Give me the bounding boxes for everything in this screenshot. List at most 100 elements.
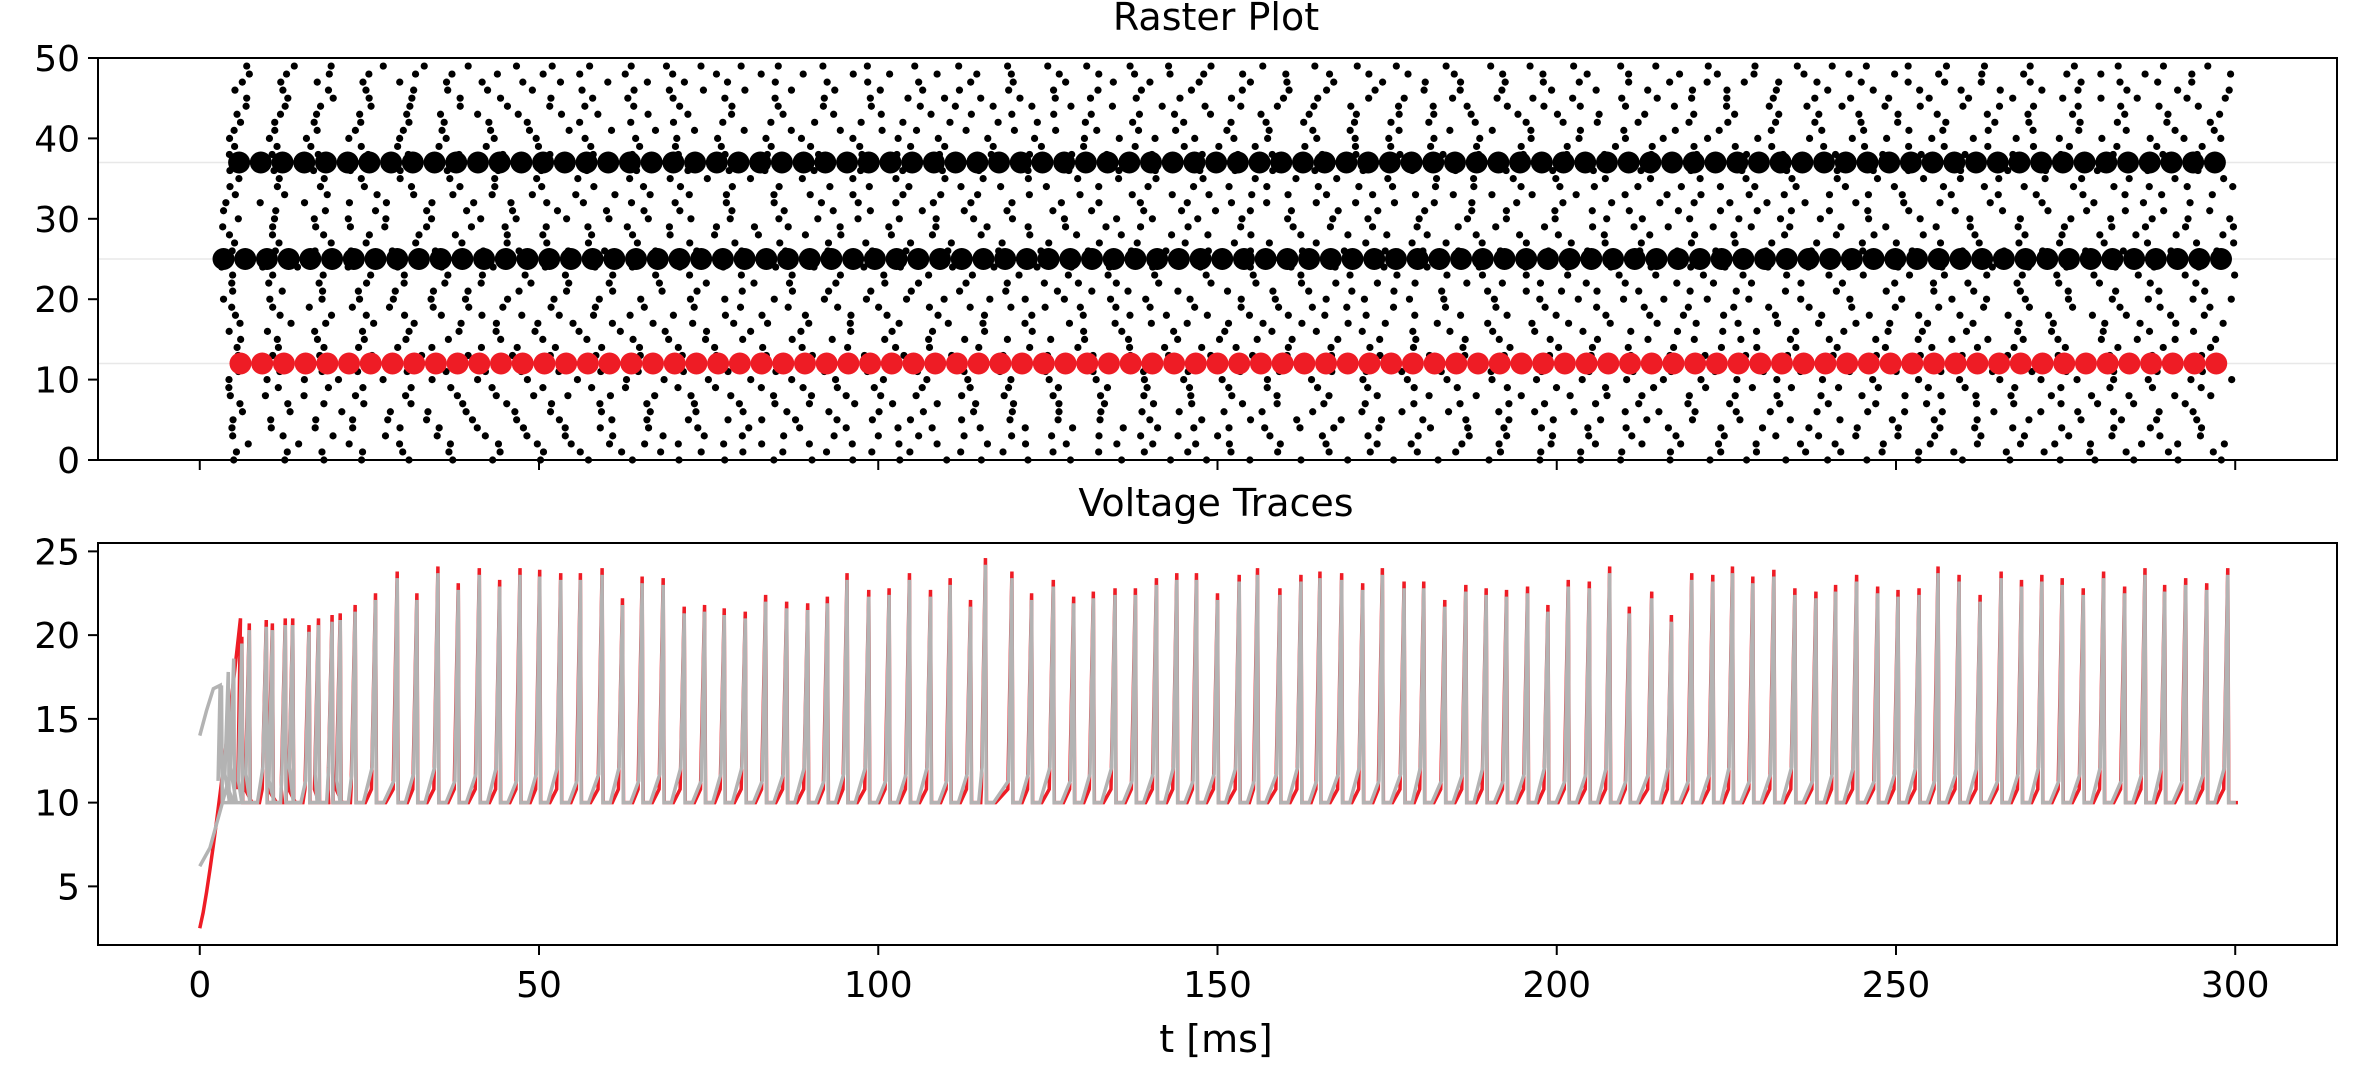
raster-spike-dot: [801, 311, 810, 319]
raster-spike-dot: [1919, 175, 1928, 183]
raster-highlight-spike: [1291, 151, 1314, 174]
raster-spike-dot: [1273, 400, 1281, 408]
raster-spike-dot: [1666, 78, 1674, 86]
raster-spike-dot: [1438, 287, 1446, 295]
raster-spike-dot: [1274, 303, 1283, 311]
raster-spike-dot: [621, 384, 630, 392]
raster-spike-dot: [1772, 86, 1780, 94]
raster-spike-dot: [1007, 376, 1015, 384]
raster-spike-dot: [1095, 448, 1103, 456]
raster-spike-dot: [693, 287, 701, 295]
raster-spike-dot: [723, 78, 732, 86]
raster-spike-dot: [2067, 215, 2075, 223]
raster-spike-dot: [717, 142, 725, 151]
raster-spike-dot: [1825, 207, 1834, 215]
raster-spike-dot: [1813, 408, 1821, 416]
raster-spike-dot: [2029, 102, 2038, 110]
raster-spike-dot: [1346, 126, 1354, 134]
raster-spike-dot: [1643, 416, 1651, 424]
raster-spike-dot: [555, 311, 563, 319]
raster-spike-dot: [1154, 424, 1162, 432]
raster-highlight-spike: [950, 248, 973, 270]
raster-spike-dot: [1055, 400, 1063, 408]
raster-spike-dot: [1309, 408, 1317, 416]
raster-spike-dot: [750, 223, 759, 231]
raster-spike-dot: [830, 432, 838, 440]
raster-spike-dot: [1585, 432, 1593, 440]
raster-highlight-spike: [1298, 248, 1321, 270]
raster-spike-dot: [1930, 287, 1938, 295]
raster-spike-dot: [269, 271, 277, 279]
raster-spike-dot: [1407, 440, 1415, 448]
raster-spike-dot: [1998, 207, 2007, 215]
raster-spike-dot: [1456, 400, 1464, 408]
raster-spike-dot: [1593, 287, 1601, 295]
raster-spike-dot: [1266, 432, 1274, 440]
raster-spike-dot: [1364, 215, 1372, 223]
raster-spike-dot: [1442, 239, 1450, 247]
raster-spike-dot: [1061, 223, 1070, 231]
raster-spike-dot: [1737, 335, 1745, 343]
raster-spike-dot: [553, 207, 562, 215]
raster-spike-dot: [1971, 424, 1979, 432]
raster-spike-dot: [226, 392, 234, 400]
raster-spike-dot: [1802, 448, 1810, 456]
raster-spike-dot: [1713, 70, 1721, 78]
raster-spike-dot: [1387, 142, 1395, 151]
raster-spike-dot: [1714, 440, 1723, 448]
raster-spike-dot: [1731, 142, 1739, 151]
raster-spike-dot: [1333, 175, 1341, 183]
raster-spike-dot: [579, 199, 587, 207]
raster-spike-dot: [1202, 271, 1210, 279]
raster-spike-dot: [274, 343, 283, 352]
raster-spike-dot: [1142, 295, 1150, 303]
raster-spike-dot: [1135, 110, 1144, 118]
raster-spike-dot: [1057, 199, 1065, 207]
raster-spike-dot: [365, 94, 373, 102]
raster-spike-dot: [1593, 303, 1601, 311]
raster-spike-dot: [243, 62, 251, 70]
raster-spike-dot: [427, 215, 436, 223]
raster-highlight-spike: [1532, 352, 1555, 375]
raster-spike-dot: [2194, 102, 2202, 110]
raster-spike-dot: [1095, 432, 1103, 440]
raster-spike-dot: [2090, 199, 2098, 207]
raster-spike-dot: [779, 448, 787, 456]
raster-spike-dot: [1650, 384, 1658, 392]
raster-highlight-spike: [1228, 352, 1251, 375]
raster-spike-dot: [703, 175, 711, 183]
raster-highlight-spike: [2079, 248, 2102, 270]
raster-spike-dot: [618, 448, 626, 456]
voltage-x-tick-label: 250: [1862, 965, 1931, 1006]
raster-spike-dot: [358, 327, 367, 335]
raster-spike-dot: [277, 78, 285, 86]
raster-spike-dot: [359, 384, 367, 392]
raster-spike-dot: [2156, 432, 2164, 440]
raster-spike-dot: [1387, 118, 1395, 126]
raster-spike-dot: [1824, 86, 1832, 94]
raster-spike-dot: [576, 448, 584, 456]
raster-spike-dot: [396, 424, 404, 432]
raster-highlight-spike: [1602, 248, 1625, 270]
raster-highlight-spike: [255, 248, 278, 270]
raster-spike-dot: [1113, 440, 1121, 448]
raster-spike-dot: [2054, 335, 2062, 343]
raster-spike-dot: [1350, 118, 1359, 126]
raster-spike-dot: [1064, 271, 1072, 279]
raster-spike-dot: [1577, 448, 1585, 456]
raster-spike-dot: [2206, 343, 2215, 352]
raster-spike-dot: [640, 303, 648, 311]
raster-spike-dot: [994, 118, 1002, 126]
raster-spike-dot: [1289, 223, 1297, 231]
raster-spike-dot: [906, 416, 915, 424]
raster-spike-dot: [1582, 279, 1590, 287]
raster-spike-dot: [219, 295, 228, 303]
raster-highlight-spike: [1293, 352, 1316, 375]
raster-spike-dot: [271, 118, 279, 126]
raster-spike-dot: [687, 392, 695, 400]
raster-spike-dot: [2206, 118, 2214, 126]
raster-spike-dot: [2068, 303, 2077, 311]
raster-spike-dot: [925, 343, 934, 352]
raster-spike-dot: [564, 392, 572, 400]
raster-spike-dot: [1811, 118, 1819, 126]
